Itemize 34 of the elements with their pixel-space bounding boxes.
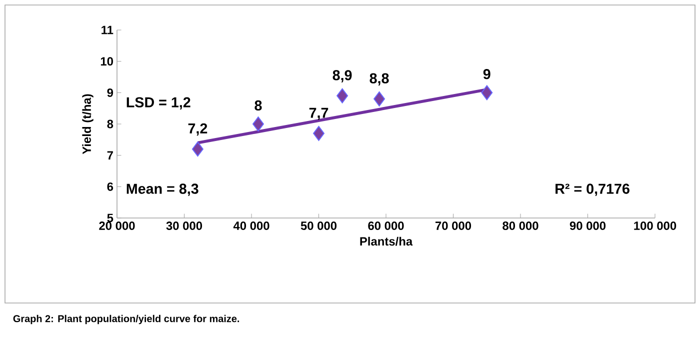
y-tick-label: 10 [100,57,113,66]
x-tick-label: 40 000 [233,222,270,230]
point [336,88,348,104]
data-label: 7,2 [188,123,208,136]
annotation: Mean = 8,3 [126,184,198,196]
point [192,142,204,157]
y-tick-label: 5 [107,214,114,222]
x-tick-label: 60 000 [368,222,404,230]
point [374,91,386,106]
x-tick-label: 90 000 [570,222,606,230]
x-tick-label: 30 000 [166,222,202,230]
annotation: LSD = 1,2 [126,97,190,110]
annotation: R² = 0,7176 [556,184,630,196]
x-tick-label: 20 000 [99,222,135,230]
data-label: 7,7 [309,108,328,120]
point [313,126,324,141]
y-tick-label: 6 [107,182,114,191]
y-tick-label: 8 [107,120,114,128]
y-tick-label: 9 [107,88,114,97]
x-axis-title: Plants/ha [360,236,413,246]
point [481,85,493,100]
data-label: 9 [483,69,490,80]
point [252,116,264,132]
data-label: 8 [254,100,262,111]
x-tick-label: 50 000 [300,222,337,230]
x-tick-label: 80 000 [502,222,538,230]
x-tick-label: 100 000 [634,222,676,230]
caption: Graph 2: Plant population/yield curve for maize. [13,314,240,324]
y-tick-label: 11 [102,26,114,34]
x-tick-label: 70 000 [435,222,472,230]
y-tick-label: 7 [107,151,113,160]
y-axis-title: Yield (t/ha) [82,94,94,154]
data-label: 8,9 [332,70,352,82]
data-label: 8,8 [370,73,389,86]
